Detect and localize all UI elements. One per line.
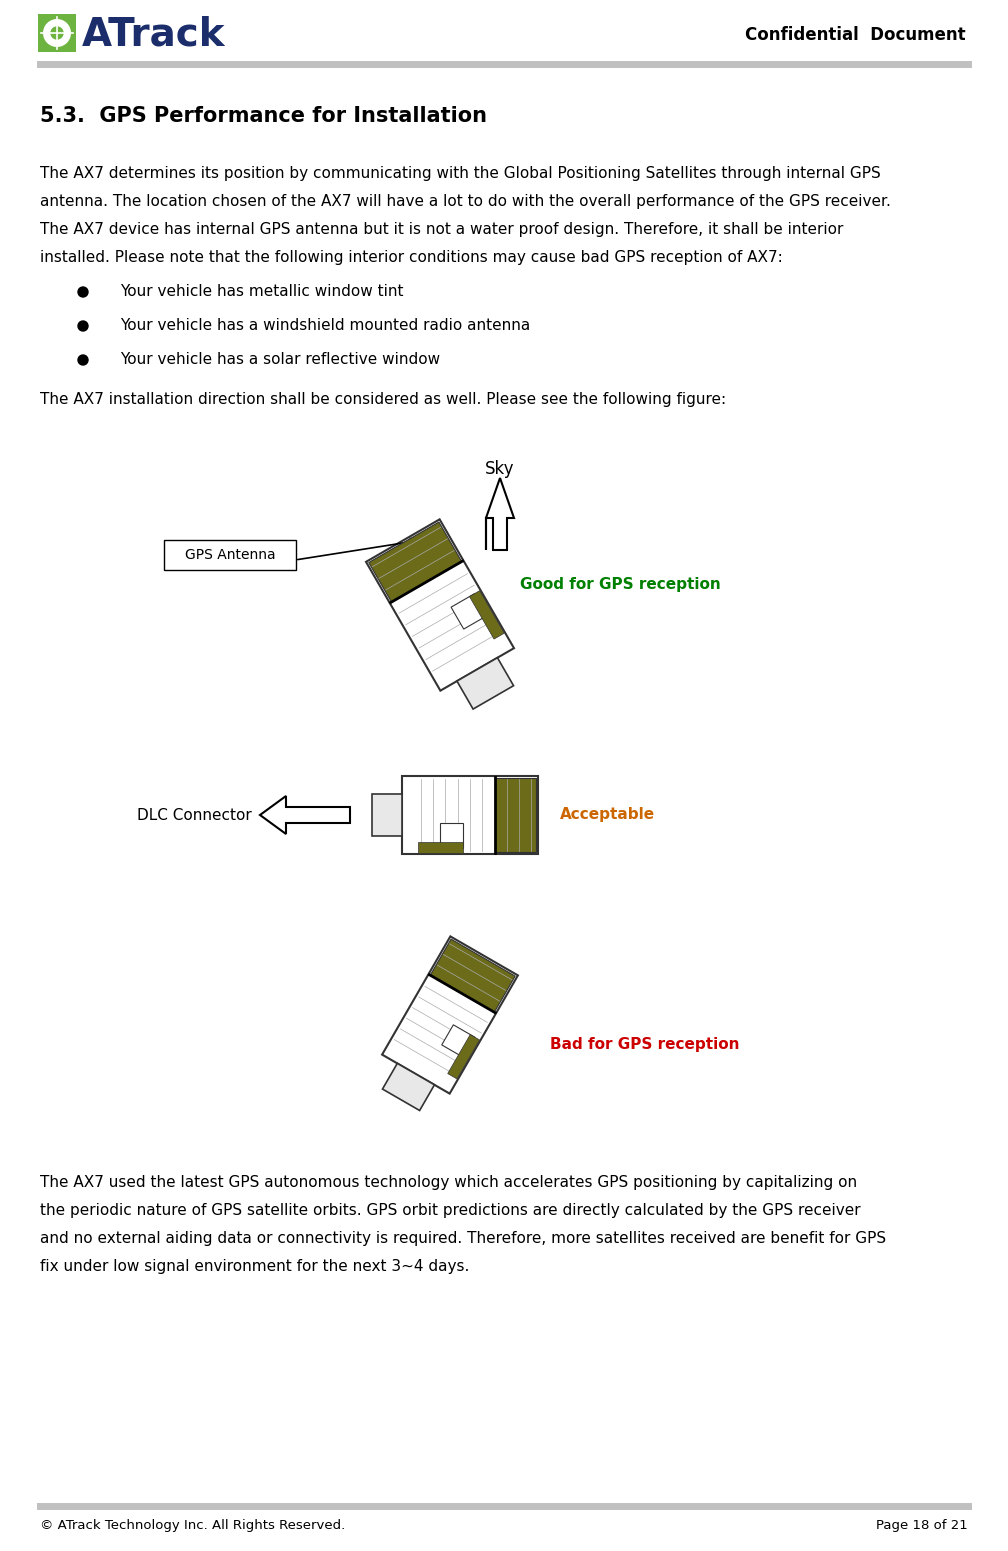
Circle shape bbox=[78, 287, 88, 296]
Text: Bad for GPS reception: Bad for GPS reception bbox=[550, 1038, 740, 1053]
Text: Good for GPS reception: Good for GPS reception bbox=[520, 577, 721, 592]
Text: installed. Please note that the following interior conditions may cause bad GPS : installed. Please note that the followin… bbox=[40, 250, 783, 265]
Polygon shape bbox=[418, 842, 463, 853]
Text: 5.3.  GPS Performance for Installation: 5.3. GPS Performance for Installation bbox=[40, 105, 487, 126]
Polygon shape bbox=[442, 1025, 475, 1058]
Text: DLC Connector: DLC Connector bbox=[137, 808, 252, 822]
Polygon shape bbox=[369, 523, 462, 602]
Text: The AX7 device has internal GPS antenna but it is not a water proof design. Ther: The AX7 device has internal GPS antenna … bbox=[40, 222, 844, 237]
Text: Your vehicle has a windshield mounted radio antenna: Your vehicle has a windshield mounted ra… bbox=[120, 318, 530, 333]
Circle shape bbox=[51, 26, 62, 39]
Polygon shape bbox=[260, 796, 350, 834]
Text: the periodic nature of GPS satellite orbits. GPS orbit predictions are directly : the periodic nature of GPS satellite orb… bbox=[40, 1204, 861, 1218]
Polygon shape bbox=[372, 794, 402, 836]
FancyBboxPatch shape bbox=[38, 14, 76, 53]
Polygon shape bbox=[439, 822, 463, 848]
Text: Confidential  Document: Confidential Document bbox=[745, 26, 966, 43]
Text: The AX7 determines its position by communicating with the Global Positioning Sat: The AX7 determines its position by commu… bbox=[40, 166, 881, 181]
Polygon shape bbox=[382, 1064, 434, 1111]
Text: Page 18 of 21: Page 18 of 21 bbox=[876, 1520, 968, 1532]
Text: antenna. The location chosen of the AX7 will have a lot to do with the overall p: antenna. The location chosen of the AX7 … bbox=[40, 194, 891, 209]
Text: Sky: Sky bbox=[485, 461, 515, 478]
Text: © ATrack Technology Inc. All Rights Reserved.: © ATrack Technology Inc. All Rights Rese… bbox=[40, 1520, 346, 1532]
Polygon shape bbox=[366, 520, 514, 690]
Text: Your vehicle has metallic window tint: Your vehicle has metallic window tint bbox=[120, 284, 403, 299]
Text: Your vehicle has a solar reflective window: Your vehicle has a solar reflective wind… bbox=[120, 352, 440, 368]
Polygon shape bbox=[457, 658, 514, 709]
Polygon shape bbox=[430, 938, 515, 1013]
Text: The AX7 installation direction shall be considered as well. Please see the follo: The AX7 installation direction shall be … bbox=[40, 392, 726, 406]
Polygon shape bbox=[382, 937, 518, 1093]
Polygon shape bbox=[495, 779, 536, 851]
Polygon shape bbox=[451, 594, 487, 630]
Polygon shape bbox=[402, 776, 538, 855]
Polygon shape bbox=[486, 478, 514, 551]
Text: Acceptable: Acceptable bbox=[560, 808, 655, 822]
FancyBboxPatch shape bbox=[164, 540, 296, 571]
Circle shape bbox=[43, 20, 71, 47]
Text: The AX7 used the latest GPS autonomous technology which accelerates GPS position: The AX7 used the latest GPS autonomous t… bbox=[40, 1176, 857, 1190]
Text: and no external aiding data or connectivity is required. Therefore, more satelli: and no external aiding data or connectiv… bbox=[40, 1231, 886, 1245]
Polygon shape bbox=[470, 591, 504, 639]
Polygon shape bbox=[448, 1035, 480, 1079]
Text: ATrack: ATrack bbox=[82, 16, 226, 54]
Circle shape bbox=[78, 321, 88, 330]
Text: fix under low signal environment for the next 3~4 days.: fix under low signal environment for the… bbox=[40, 1259, 470, 1273]
Text: GPS Antenna: GPS Antenna bbox=[184, 548, 275, 561]
Circle shape bbox=[78, 355, 88, 364]
